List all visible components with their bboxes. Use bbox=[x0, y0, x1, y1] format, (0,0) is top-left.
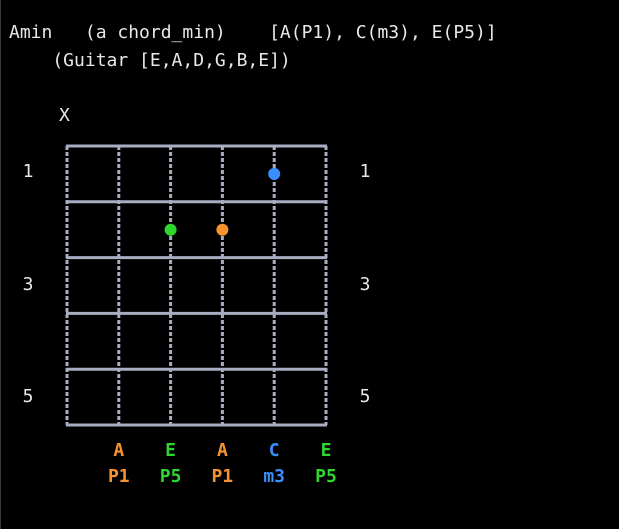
note-interval: P1 bbox=[107, 466, 130, 487]
note-interval: P5 bbox=[315, 466, 337, 487]
fret-label-right-1: 1 bbox=[359, 161, 371, 182]
note-interval: m3 bbox=[263, 466, 286, 487]
fret-label-left-1: 1 bbox=[22, 161, 34, 182]
finger-dot bbox=[268, 167, 281, 180]
fret-label-left-5: 5 bbox=[22, 386, 34, 407]
finger-dot bbox=[216, 223, 229, 236]
fret-label-right-5: 5 bbox=[359, 386, 371, 407]
muted-string-marker: X bbox=[59, 105, 70, 126]
note-interval: P1 bbox=[211, 466, 234, 487]
tuning-line: (Guitar [E,A,D,G,B,E]) bbox=[9, 50, 291, 71]
note-name: E bbox=[320, 440, 332, 461]
finger-dot bbox=[164, 223, 177, 236]
note-name: E bbox=[165, 440, 177, 461]
fret-label-right-3: 3 bbox=[359, 274, 371, 295]
note-column: E P5 bbox=[309, 441, 343, 487]
note-interval: P5 bbox=[159, 466, 182, 487]
note-name: A bbox=[216, 440, 228, 461]
note-column: A P1 bbox=[205, 441, 239, 487]
fret-label-left-3: 3 bbox=[22, 274, 34, 295]
chord-header-line: Amin (a chord_min) [A(P1), C(m3), E(P5)] bbox=[9, 22, 497, 43]
note-name: C bbox=[268, 440, 280, 461]
note-column: A P1 bbox=[102, 441, 136, 487]
note-column: E P5 bbox=[154, 441, 188, 487]
note-name: A bbox=[113, 440, 125, 461]
